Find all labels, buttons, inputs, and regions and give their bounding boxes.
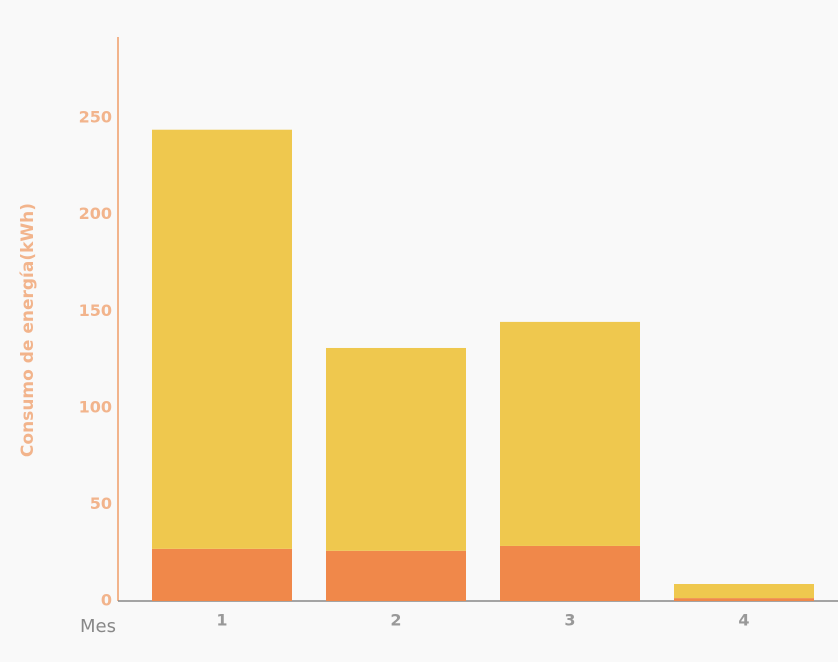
x-tick-label: 1 xyxy=(216,611,227,630)
x-axis-label: Mes xyxy=(80,616,116,637)
bar-segment xyxy=(152,548,292,601)
x-tick-label: 2 xyxy=(390,611,401,630)
bar-segment xyxy=(326,550,466,601)
y-tick-label: 100 xyxy=(79,397,112,416)
y-tick-label: 250 xyxy=(79,108,112,127)
y-tick-label: 200 xyxy=(79,204,112,223)
y-tick-label: 50 xyxy=(90,494,112,513)
x-tick-label: 3 xyxy=(564,611,575,630)
x-tick-label: 4 xyxy=(738,611,749,630)
bar-segment xyxy=(500,545,640,601)
bar-segment xyxy=(326,347,466,551)
y-tick-label: 0 xyxy=(101,591,112,610)
bar-segment xyxy=(674,598,814,601)
bar-segment xyxy=(152,129,292,549)
bar-segment xyxy=(500,321,640,546)
y-axis-label: Consumo de energía(kWh) xyxy=(18,203,38,457)
y-tick-label: 150 xyxy=(79,301,112,320)
bar-segment xyxy=(674,584,814,599)
